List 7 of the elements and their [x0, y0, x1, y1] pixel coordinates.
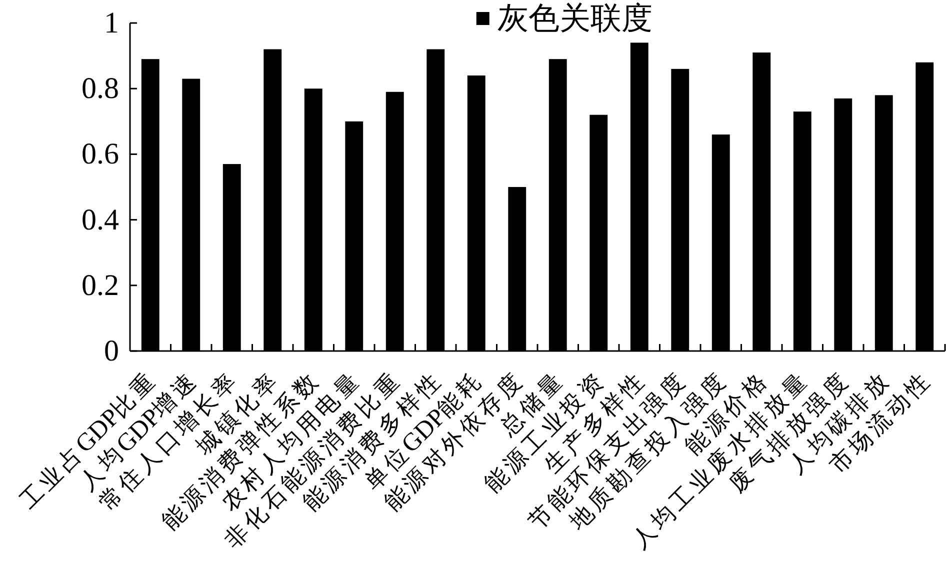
y-tick-label: 0.2 [82, 268, 119, 302]
y-tick-label: 0.8 [82, 72, 119, 106]
y-tick-label: 1 [104, 6, 119, 40]
y-tick-label: 0.6 [82, 138, 119, 171]
y-tick-label: 0.4 [82, 203, 119, 236]
legend: 灰色关联度 [476, 0, 652, 36]
y-tick-label: 0 [104, 334, 119, 368]
